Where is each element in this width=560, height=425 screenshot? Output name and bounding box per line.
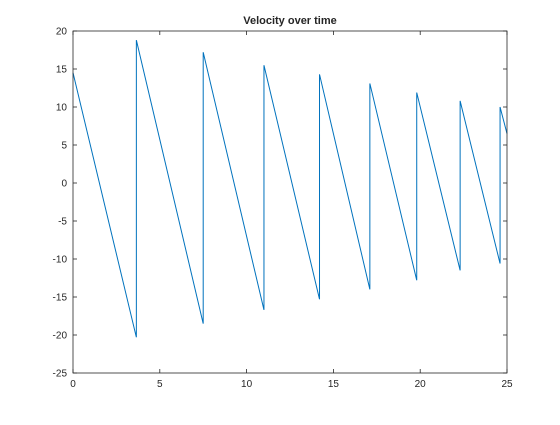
axes-box — [72, 30, 508, 374]
chart-title: Velocity over time — [243, 15, 337, 27]
x-tick-label: 10 — [241, 379, 253, 390]
y-tick-label: 5 — [61, 141, 67, 152]
y-tick-label: 10 — [56, 103, 68, 114]
x-tick-label: 25 — [501, 379, 513, 390]
y-tick-label: -5 — [58, 217, 67, 228]
y-tick-label: -15 — [53, 293, 68, 304]
y-tick-label: -20 — [53, 331, 68, 342]
series-line-velocity — [72, 40, 508, 338]
tick-group: 0 5 10 15 20 25 20 15 10 5 0 -5 -10 -15 -20 -25 — [53, 27, 513, 391]
axes-background — [73, 31, 507, 373]
x-tick-label: 15 — [328, 379, 340, 390]
y-tick-label: -25 — [53, 369, 68, 380]
y-tick-label: 0 — [61, 179, 67, 190]
x-tick-label: 20 — [415, 379, 427, 390]
y-tick-label: -10 — [53, 255, 68, 266]
x-tick-label: 5 — [157, 379, 163, 390]
y-tick-label: 15 — [56, 65, 68, 76]
x-tick-label: 0 — [70, 379, 76, 390]
y-tick-label: 20 — [56, 27, 68, 38]
